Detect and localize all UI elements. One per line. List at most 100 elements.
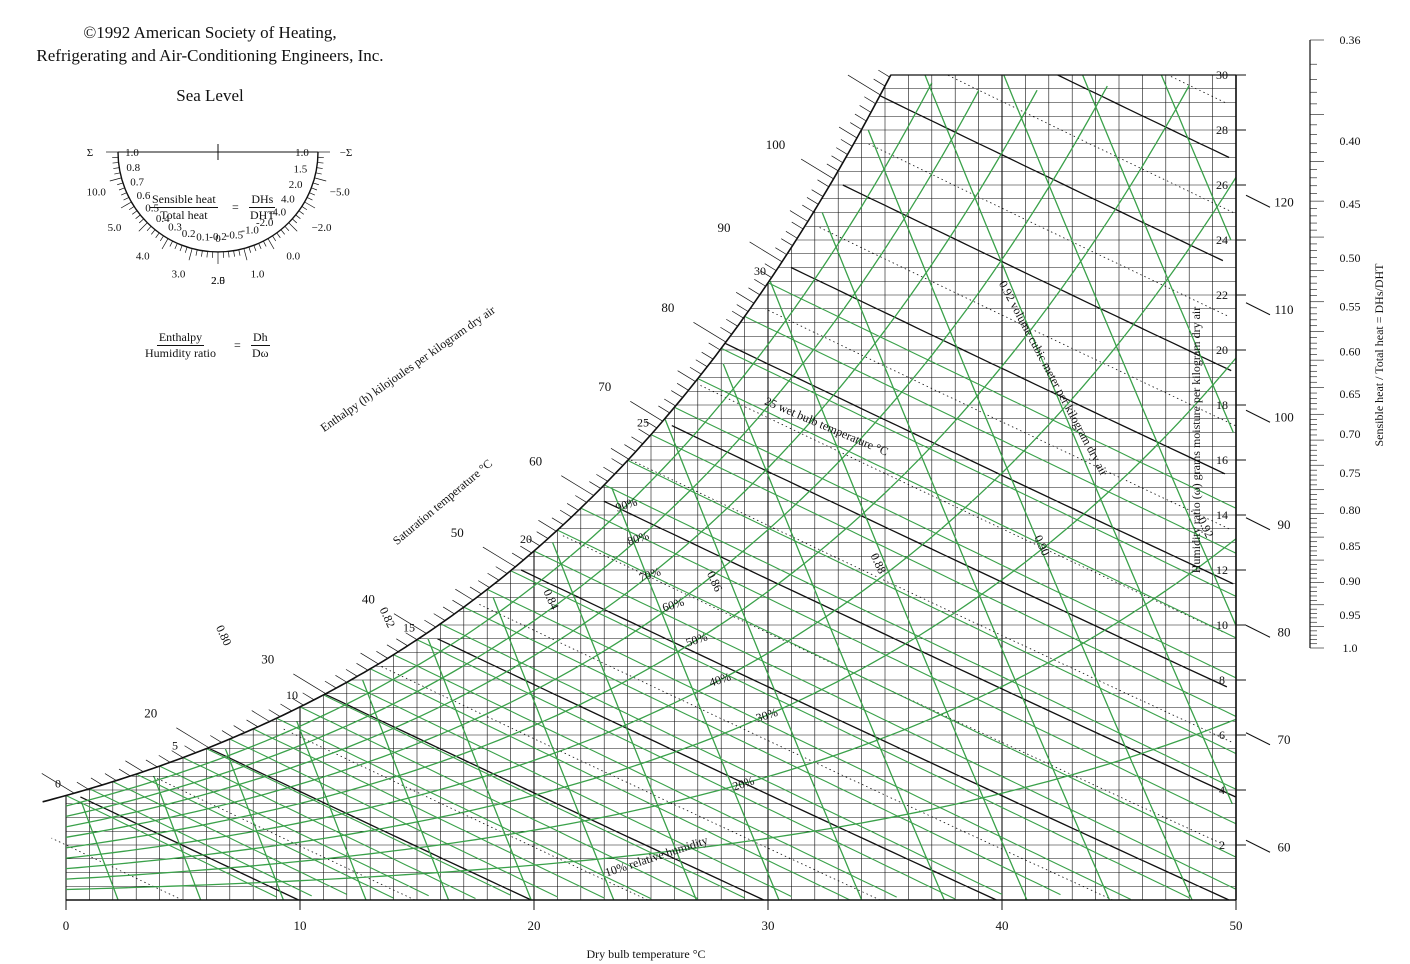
x-tick-label-10: 10 — [294, 918, 307, 933]
wet-bulb-line — [440, 623, 1003, 895]
enthalpy-scale-tick — [664, 398, 676, 407]
volume-line — [1081, 74, 1234, 433]
enthalpy-scale-tick — [610, 447, 629, 460]
protractor-tick — [258, 243, 262, 249]
volume-line — [361, 679, 450, 901]
protractor-right-0: 1.0 — [295, 147, 309, 159]
protractor-tick — [179, 245, 183, 252]
shr-label-8: 0.75 — [1340, 466, 1361, 480]
saturation-label-10: 10 — [286, 688, 298, 702]
enthalpy-right-tick — [1245, 409, 1271, 423]
sensible-total-fraction: Sensible heat Total heat — [150, 192, 218, 223]
enthalpy-scale-tick — [802, 204, 814, 213]
humidity-ratio-text: Humidity ratio — [145, 346, 216, 360]
protractor-tick — [309, 192, 315, 196]
volume-line — [1160, 74, 1232, 241]
protractor-outer-right-0: −Σ — [340, 147, 353, 159]
protractor-tick — [123, 197, 130, 201]
enthalpy-scale-tick — [268, 709, 281, 717]
rh-label-70: 70% — [637, 564, 662, 584]
shr-label-9: 0.80 — [1340, 503, 1361, 517]
enthalpy-minor-line — [630, 459, 1232, 743]
enthalpy-scale-tick — [708, 342, 721, 351]
shr-label-4: 0.55 — [1340, 299, 1361, 313]
protractor-tick — [243, 248, 248, 261]
shr-label-12: 0.95 — [1340, 608, 1361, 622]
protractor-tick — [169, 240, 173, 247]
enthalpy-scale-tick — [221, 730, 234, 738]
enthalpy-right-label-80: 80 — [1278, 624, 1291, 639]
enthalpy-minor-line — [380, 665, 881, 901]
protractor-tick — [138, 222, 148, 232]
enthalpy-right-label-90: 90 — [1278, 517, 1291, 532]
enthalpy-right-tick — [1245, 302, 1271, 316]
protractor-outer-left-2: 5.0 — [108, 222, 122, 234]
enthalpy-scale-tick — [145, 759, 158, 768]
volume-label-0.82: 0.82 — [377, 605, 399, 630]
protractor-tick — [151, 229, 156, 235]
volume-line — [821, 212, 1111, 901]
protractor-outer-left-5: 2.5 — [211, 275, 225, 287]
protractor-tick — [315, 172, 322, 175]
volume-label-0.80: 0.80 — [213, 623, 235, 648]
y-tick-label-18: 18 — [1216, 398, 1228, 412]
enthalpy-scale-tick — [838, 126, 858, 139]
enthalpy-scale-tick — [280, 703, 292, 712]
protractor-tick — [276, 232, 281, 238]
y-tick-label-10: 10 — [1216, 618, 1228, 632]
enthalpy-minor-line — [1167, 74, 1226, 103]
enthalpy-scale-tick — [424, 619, 436, 628]
enthalpy-line — [520, 569, 1230, 901]
protractor-left-6: 0.3 — [168, 221, 182, 233]
enthalpy-scale-tick — [864, 96, 876, 104]
enthalpy-scale-tick — [775, 247, 787, 255]
enthalpy-axis-label: Enthalpy (h) kilojoules per kilogram dry… — [318, 303, 498, 435]
enthalpy-minor-line — [816, 225, 1236, 426]
enthalpy-scale-tick — [806, 197, 819, 205]
enthalpy-scale-tick — [433, 613, 446, 621]
enthalpy-scale-tick — [671, 390, 683, 398]
wet-bulb-line — [720, 347, 1237, 597]
enthalpy-label-30: 30 — [261, 652, 274, 667]
enthalpy-scale-tick — [611, 458, 624, 466]
protractor-left-8: 0.1 — [196, 232, 210, 244]
enthalpy-scale-tick — [726, 318, 738, 327]
y-tick-label-24: 24 — [1216, 233, 1228, 247]
protractor-tick — [146, 226, 152, 232]
wet-bulb-line — [557, 529, 1237, 858]
enthalpy-label-80: 80 — [661, 300, 674, 315]
volume-line — [664, 418, 863, 901]
enthalpy-scale-tick — [596, 474, 608, 482]
enthalpy-line — [1057, 74, 1230, 159]
enthalpy-scale-tick — [118, 768, 131, 777]
enthalpy-right-tick — [1245, 732, 1271, 746]
protractor-right-6: -1.0 — [241, 225, 259, 237]
wet-bulb-line — [112, 781, 348, 895]
shr-label-5: 0.60 — [1340, 344, 1361, 358]
enthalpy-scale-tick — [735, 291, 755, 304]
enthalpy-scale-tick — [645, 420, 658, 429]
enthalpy-scale-tick — [104, 773, 117, 781]
volume-line — [153, 776, 202, 901]
enthalpy-scale-tick — [210, 735, 222, 743]
enthalpy-right-tick — [1245, 517, 1271, 531]
protractor-tick — [295, 214, 301, 219]
wet-bulb-line — [486, 588, 1131, 900]
y-axis-label: Humidity ratio (ω) grams moisture per ki… — [1189, 307, 1203, 574]
protractor-tick — [155, 232, 160, 238]
wet-bulb-line — [510, 570, 1190, 899]
volume-line — [611, 487, 780, 901]
protractor-tick — [284, 226, 290, 232]
enthalpy-scale-tick — [603, 466, 615, 475]
enthalpy-scale-tick — [575, 495, 587, 503]
protractor-outer-left-0: Σ — [87, 147, 93, 159]
wet-bulb-line — [533, 550, 1237, 890]
enthalpy-scale-tick — [630, 401, 663, 422]
saturation-curve — [42, 74, 892, 803]
enthalpy-line — [323, 693, 765, 901]
wet-bulb-line — [744, 315, 1237, 554]
volume-label-0.88: 0.88 — [868, 551, 890, 576]
volume-line — [924, 74, 1233, 805]
protractor-tick — [128, 206, 135, 211]
wet-bulb-line — [89, 788, 312, 897]
